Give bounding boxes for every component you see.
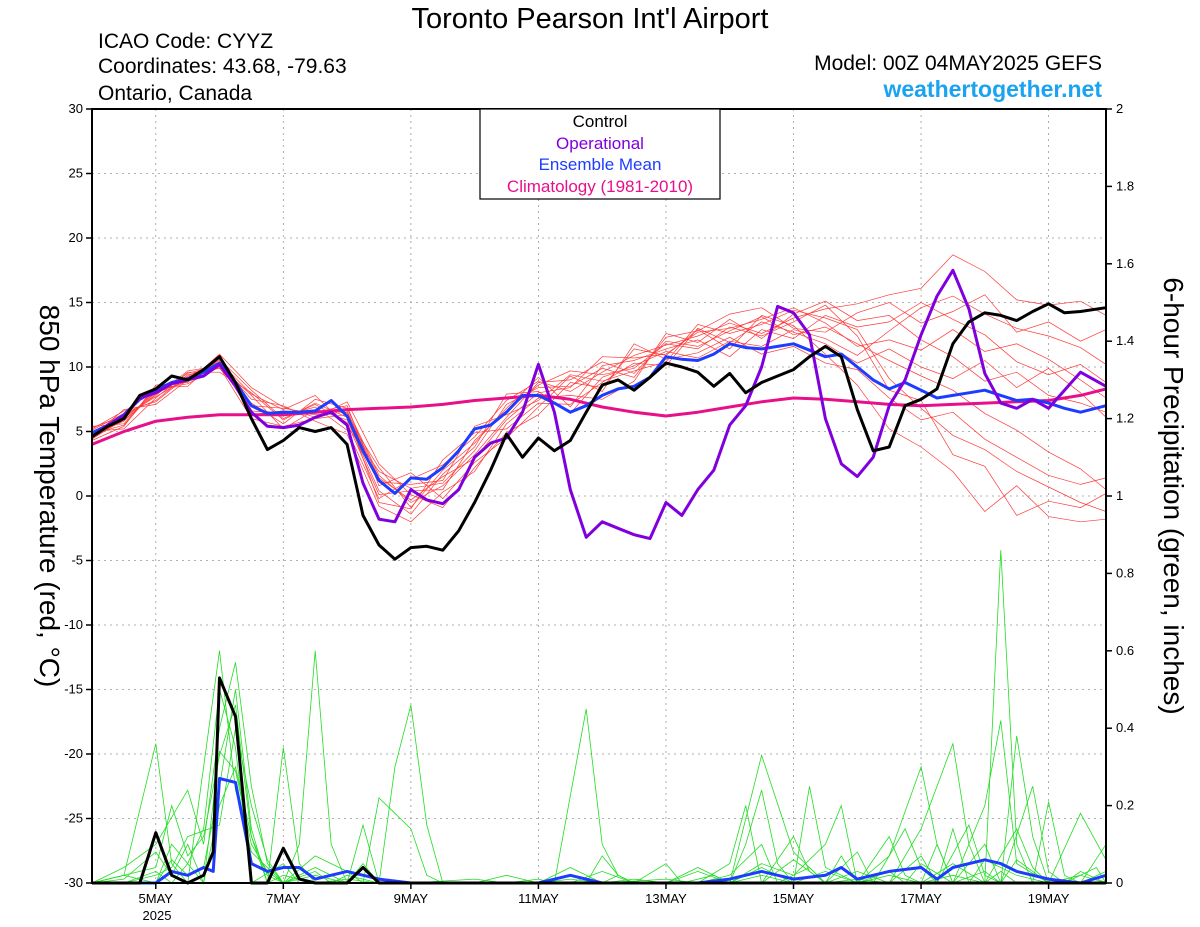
y2-tick-label: 0.2 [1116,798,1134,813]
icao-code: ICAO Code: CYYZ [98,30,273,53]
temp-member-line [91,304,1107,516]
x-tick-label: 19MAY [1028,891,1070,906]
y2-tick-label: 2 [1116,101,1123,116]
operational-temp-line [91,268,1107,541]
y-tick-label: -25 [64,811,83,826]
coordinates: Coordinates: 43.68, -79.63 [98,55,347,78]
y-tick-label: -20 [64,746,83,761]
temp-member-line [91,302,1107,509]
right-axis-ticks: 2 1.8 1.6 1.4 1.2 1 0.8 0.6 0.4 0.2 0 [1106,101,1134,890]
y2-tick-label: 1.6 [1116,256,1134,271]
y-axis-label: 850 hPa Temperature (red, °C) [34,305,65,688]
y2-tick-label: 0.6 [1116,643,1134,658]
x-tick-label: 17MAY [900,891,942,906]
year-label: 2025 [143,908,172,923]
climatology-1981-2010-temp-line [91,387,1107,446]
y2-tick-label: 0.4 [1116,720,1134,735]
x-tick-label: 7MAY [266,891,301,906]
y-tick-label: -15 [64,682,83,697]
legend-box [479,108,721,200]
x-tick-label: 5MAY [139,891,174,906]
y-tick-label: -10 [64,617,83,632]
x-axis-ticks: 5MAY 7MAY 9MAY 11MAY 13MAY 15MAY 17MAY 19MAY [139,883,1070,906]
legend-control: Control [573,112,628,131]
y2-tick-label: 0 [1116,875,1123,890]
y-tick-label: 10 [69,359,83,374]
y-tick-label: 15 [69,295,83,310]
region: Ontario, Canada [98,82,252,105]
y-tick-label: 0 [76,488,83,503]
temp-member-line [91,307,1107,501]
y-tick-label: -5 [71,553,83,568]
y2-tick-label: 1 [1116,488,1123,503]
x-tick-label: 13MAY [645,891,687,906]
x-tick-label: 9MAY [394,891,429,906]
y2-tick-label: 1.2 [1116,411,1134,426]
y2-tick-label: 0.8 [1116,565,1134,580]
y-tick-label: -30 [64,875,83,890]
legend: Control Operational Ensemble Mean Climat… [479,108,721,200]
x-tick-label: 11MAY [518,891,559,906]
chart-title: Toronto Pearson Int'l Airport [412,3,769,35]
y-tick-label: 25 [69,166,83,181]
x-tick-label: 15MAY [773,891,815,906]
left-axis-ticks: 30 25 20 15 10 5 0 -5 -10 -15 -20 -25 -30 [64,101,92,890]
model-run: Model: 00Z 04MAY2025 GEFS [814,52,1102,75]
control-temp-line [91,302,1107,561]
legend-ensemble-mean: Ensemble Mean [539,155,662,174]
y-tick-label: 30 [69,101,83,116]
brand-link[interactable]: weathertogether.net [882,76,1102,102]
y2-tick-label: 1.4 [1116,333,1134,348]
legend-operational: Operational [556,134,644,153]
y-tick-label: 20 [69,230,83,245]
ensemble-mean-precip-line [92,777,1107,885]
legend-climatology: Climatology (1981-2010) [507,177,693,196]
y2-axis-label: 6-hour Precipitation (green, inches) [1158,277,1189,714]
y2-tick-label: 1.8 [1116,178,1134,193]
y-tick-label: 5 [76,424,83,439]
